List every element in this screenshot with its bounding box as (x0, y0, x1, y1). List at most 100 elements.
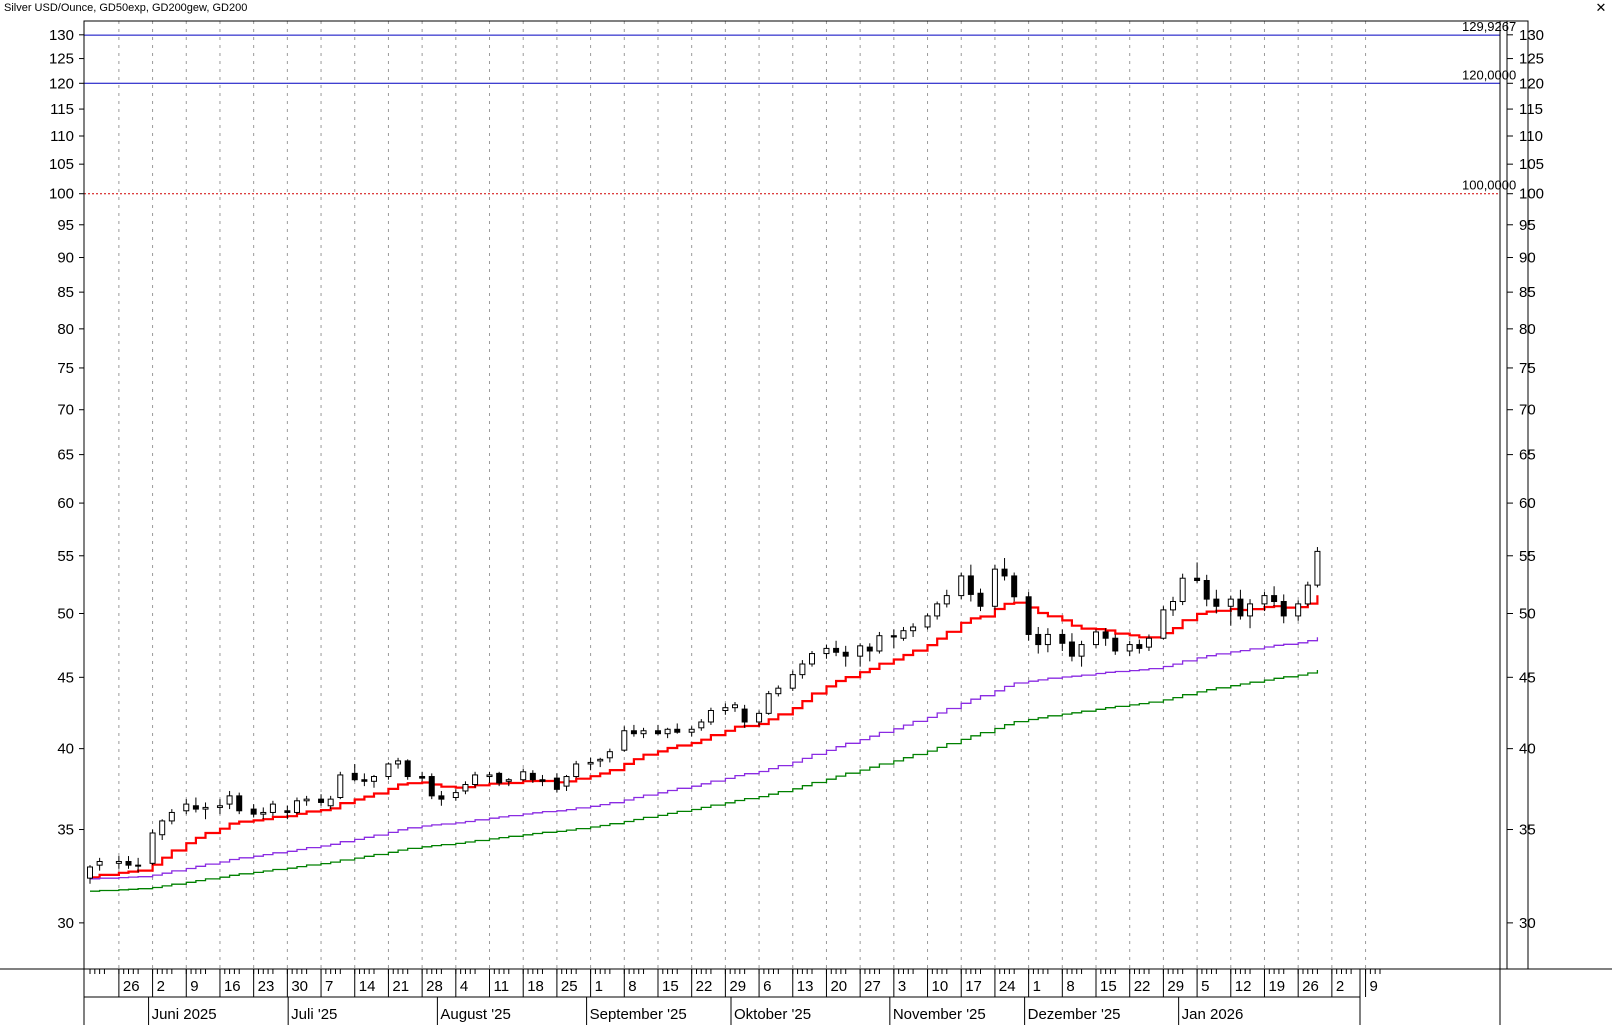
candle-body (1280, 601, 1287, 617)
x-month-label: Jan 2026 (1182, 1006, 1244, 1023)
x-day-label: 24 (999, 978, 1016, 995)
candle-body (587, 761, 594, 765)
x-day-label: 12 (1235, 978, 1252, 995)
level-label: 120,0000 (1462, 67, 1516, 82)
x-day-label: 16 (224, 978, 241, 995)
candle-body (573, 763, 580, 778)
candle-body (707, 710, 714, 723)
x-day-label: 8 (1066, 978, 1074, 995)
x-day-label: 30 (291, 978, 308, 995)
chart-background (0, 17, 1612, 1025)
x-day-label: 15 (1100, 978, 1117, 995)
x-day-label: 11 (494, 978, 510, 995)
candle-body (910, 626, 917, 632)
ma-gd200-line (90, 670, 1319, 892)
candle-body (1227, 598, 1234, 607)
y-tick-label-right: 30 (1519, 915, 1536, 932)
ma-gd50exp-line (90, 595, 1319, 879)
y-tick-label-left: 40 (57, 741, 74, 758)
candle-body (563, 776, 570, 787)
candle-body (236, 795, 243, 812)
candle-body (159, 820, 166, 836)
y-tick-label-right: 110 (1519, 128, 1543, 145)
x-day-label: 1 (595, 978, 603, 995)
y-tick-label-right: 75 (1519, 360, 1536, 377)
candle-body (674, 728, 681, 733)
candle-body (722, 707, 729, 712)
candle-body (1059, 633, 1066, 644)
candle-body (404, 760, 411, 778)
candle-body (664, 728, 671, 735)
x-day-label: 10 (932, 978, 949, 995)
candle-body (991, 568, 998, 607)
candle-body (654, 730, 661, 735)
x-month-label: Juli '25 (291, 1006, 337, 1023)
candle-body (505, 779, 512, 782)
x-day-label: 25 (561, 978, 578, 995)
y-tick-label-right: 65 (1519, 447, 1536, 464)
x-day-label: 26 (123, 978, 140, 995)
y-tick-label-left: 55 (57, 548, 74, 565)
y-tick-label-right: 100 (1519, 186, 1544, 203)
x-day-label: 8 (628, 978, 636, 995)
level-label: 100,0000 (1462, 178, 1516, 193)
candle-body (640, 730, 647, 735)
candle-body (688, 728, 695, 733)
candle-body (216, 805, 223, 808)
candle-body (260, 811, 267, 815)
candles (87, 547, 1321, 884)
candle-body (809, 653, 816, 665)
y-tick-label-right: 60 (1519, 495, 1536, 512)
y-tick-label-right: 130 (1519, 27, 1544, 44)
candle-body (1247, 603, 1254, 617)
x-day-label: 2 (1336, 978, 1344, 995)
y-tick-label-left: 75 (57, 360, 74, 377)
candle-body (284, 810, 291, 813)
y-tick-label-right: 50 (1519, 606, 1536, 623)
candle-body (1213, 598, 1220, 607)
candle-body (741, 708, 748, 723)
candle-body (452, 792, 459, 799)
candle-body (486, 774, 493, 778)
x-day-label: 22 (1134, 978, 1151, 995)
x-month-label: Dezember '25 (1028, 1006, 1121, 1023)
candle-body (597, 758, 604, 762)
candle-body (900, 630, 907, 639)
candle-body (1035, 633, 1042, 646)
x-day-label: 4 (460, 978, 468, 995)
candle-body (539, 779, 546, 782)
candle-body (1025, 596, 1032, 635)
y-tick-label-left: 70 (57, 402, 74, 419)
candle-body (472, 774, 479, 786)
y-tick-label-left: 90 (57, 250, 74, 267)
ma-gd200gew-line (90, 637, 1319, 880)
x-day-label: 5 (1201, 978, 1209, 995)
candle-body (419, 776, 426, 779)
candle-body (1093, 631, 1100, 646)
x-month-label: Juni 2025 (152, 1006, 217, 1023)
candle-body (553, 777, 560, 790)
candle-body (96, 860, 103, 866)
candle-body (1068, 641, 1075, 657)
candle-body (842, 651, 849, 657)
horizontal-levels: 129,9267 120,0000 100,0000 (84, 19, 1516, 195)
candle-body (168, 811, 175, 822)
close-icon[interactable]: ✕ (1595, 0, 1607, 15)
y-tick-label-right: 125 (1519, 51, 1544, 68)
candle-body (125, 860, 132, 866)
y-tick-label-right: 55 (1519, 548, 1536, 565)
candle-body (496, 772, 503, 784)
y-tick-label-right: 40 (1519, 741, 1536, 758)
y-tick-label-right: 70 (1519, 402, 1536, 419)
candle-body (765, 693, 772, 714)
level-label: 129,9267 (1462, 19, 1516, 34)
candle-body (621, 730, 628, 751)
candle-body (698, 721, 705, 729)
candle-body (385, 763, 392, 778)
candle-body (250, 808, 257, 815)
candle-body (823, 647, 830, 655)
candle-body (1203, 580, 1210, 600)
x-day-label: 13 (797, 978, 814, 995)
x-day-label: 29 (1167, 978, 1184, 995)
